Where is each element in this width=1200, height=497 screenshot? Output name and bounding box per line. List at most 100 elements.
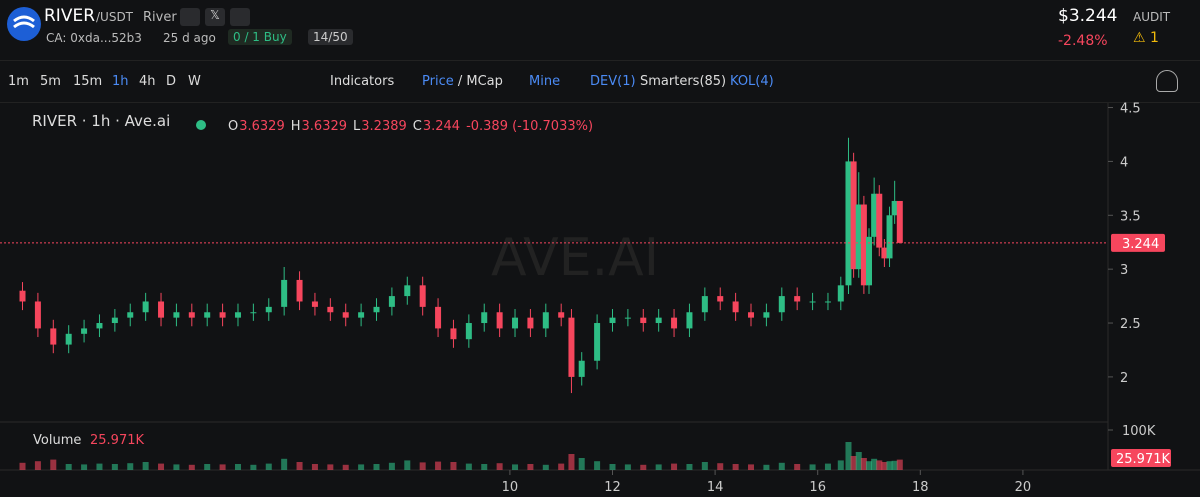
volume-bar	[886, 461, 893, 470]
last-price-label: 3.244	[1122, 237, 1159, 252]
x-tick-label: 10	[502, 480, 519, 495]
icon-button[interactable]	[180, 8, 200, 26]
watermark: AVE.AI	[491, 228, 659, 288]
smarters[interactable]: Smarters(85)	[640, 74, 727, 89]
candle-body	[866, 236, 873, 286]
volume-bar	[686, 464, 693, 470]
volume-tick-label: 100K	[1122, 424, 1156, 439]
volume-bar	[188, 464, 195, 470]
status-dot	[196, 120, 206, 130]
candle-body	[881, 247, 888, 259]
x-button[interactable]: 𝕏	[205, 8, 225, 26]
alert-bell[interactable]	[1156, 70, 1178, 92]
volume-bar	[871, 458, 878, 470]
volume-bar	[142, 462, 149, 470]
audit[interactable]: AUDIT	[1133, 10, 1171, 24]
chart-title: RIVER · 1h · Ave.ai	[32, 112, 170, 130]
ohlc-change: -0.389 (-10.7033%)	[466, 119, 593, 134]
age: 25 d ago	[163, 31, 216, 45]
volume-bar	[311, 464, 318, 470]
timeframe[interactable]: W	[188, 74, 201, 89]
token-name: River	[143, 10, 177, 25]
candle-body	[655, 317, 662, 324]
last-volume-label: 25.971K	[1116, 452, 1170, 467]
audit-count-value: 1	[1150, 30, 1159, 46]
timeframe[interactable]: 1h	[112, 74, 129, 89]
volume-bar	[732, 464, 739, 470]
candle-body	[837, 285, 844, 302]
candle-body	[34, 301, 41, 329]
volume-bar	[850, 456, 857, 470]
candle-body	[609, 317, 616, 324]
volume-bar	[568, 454, 575, 470]
candle-body	[824, 301, 831, 303]
indicators[interactable]: Indicators	[330, 74, 395, 89]
volume-bar	[34, 461, 41, 470]
x-tick-label: 16	[809, 480, 826, 495]
y-tick-label: 3	[1120, 263, 1128, 278]
volume-bar	[111, 464, 118, 470]
candle-body	[111, 317, 118, 324]
timeframe[interactable]: 4h	[139, 74, 156, 89]
last-volume-tag	[1111, 449, 1171, 467]
volume-bar	[837, 460, 844, 470]
candle-body	[496, 312, 503, 329]
candle-body	[188, 312, 195, 318]
kol[interactable]: KOL(4)	[730, 74, 774, 89]
divider	[0, 102, 1200, 103]
volume-bar	[234, 464, 241, 470]
volume-bar	[465, 463, 472, 470]
volume-bar	[512, 464, 519, 470]
volume-bar	[701, 462, 708, 470]
ohlc-letter: C	[413, 119, 422, 134]
symbol: RIVER	[44, 6, 96, 26]
volume-bar	[860, 458, 867, 470]
candle-body	[871, 193, 878, 237]
timeframe[interactable]: 1m	[8, 74, 29, 89]
candle-body	[717, 296, 724, 302]
timeframe[interactable]: 15m	[73, 74, 103, 89]
timeframe[interactable]: 5m	[40, 74, 61, 89]
volume-bar	[876, 460, 883, 470]
search-button[interactable]	[230, 8, 250, 26]
volume-bar	[327, 464, 334, 470]
candle-body	[435, 306, 442, 329]
price-toggle[interactable]: Price	[422, 74, 454, 89]
candle-body	[327, 306, 334, 313]
volume-bar	[50, 459, 57, 470]
candle-body	[404, 285, 411, 297]
x-tick-label: 18	[912, 480, 929, 495]
candle-body	[481, 312, 488, 324]
candle-body	[142, 301, 149, 313]
pair: /USDT	[96, 10, 134, 24]
audit-count: ⚠ 1	[1133, 30, 1159, 46]
price: $3.244	[1058, 6, 1118, 26]
buys: 0 / 1 Buy	[228, 29, 292, 45]
contract[interactable]: CA: 0xda...52b3	[46, 31, 142, 45]
candle-body	[219, 312, 226, 318]
dev[interactable]: DEV(1)	[590, 74, 636, 89]
candle-body	[701, 296, 708, 313]
candle-body	[373, 306, 380, 313]
volume-bar	[558, 463, 565, 470]
volume-bar	[388, 462, 395, 470]
ohlc-letter: L	[353, 119, 361, 134]
candle-body	[512, 317, 519, 329]
volume-bar	[717, 463, 724, 470]
volume-bar	[809, 464, 816, 470]
candle-body	[81, 328, 88, 334]
candle-body	[809, 301, 816, 303]
candle-body	[891, 200, 898, 216]
candle-body	[748, 312, 755, 318]
timeframe[interactable]: D	[166, 74, 177, 89]
volume-bar	[824, 463, 831, 470]
candle-body	[896, 200, 903, 243]
holders[interactable]: 14/50	[308, 29, 353, 45]
candle-body	[96, 323, 103, 329]
candle-body	[686, 312, 693, 329]
mcap-toggle[interactable]: MCap	[466, 74, 503, 89]
candle-body	[311, 301, 318, 307]
mine[interactable]: Mine	[529, 74, 561, 89]
candle-body	[763, 312, 770, 318]
